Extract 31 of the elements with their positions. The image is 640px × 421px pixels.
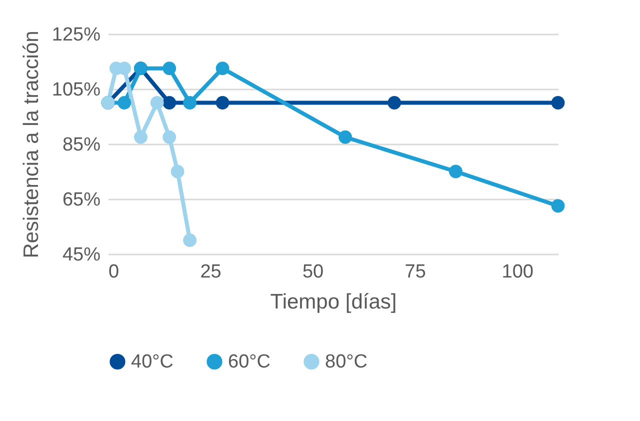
x-tick-label: 0 — [108, 262, 120, 282]
point — [150, 96, 164, 110]
point — [162, 130, 176, 144]
point — [162, 62, 176, 76]
point — [183, 96, 197, 110]
point — [134, 130, 148, 144]
point — [449, 164, 462, 178]
x-tick-label: 100 — [502, 262, 534, 282]
y-axis-title: Resistencia a la tracción — [20, 30, 43, 258]
y-tick-label: 105% — [52, 80, 101, 100]
y-tick-label: 45% — [62, 244, 101, 266]
x-tick-label: 25 — [200, 262, 222, 282]
point — [388, 96, 402, 110]
x-tick-label: 50 — [302, 262, 324, 282]
point — [216, 62, 230, 76]
point — [162, 96, 176, 110]
legend-label: 40°C — [131, 352, 174, 373]
legend-label: 80°C — [325, 352, 368, 373]
point — [118, 96, 132, 110]
point — [183, 234, 197, 247]
y-tick-label: 85% — [62, 134, 101, 156]
x-axis-title: Tiempo [días] — [270, 290, 397, 314]
y-tick-label: 125% — [52, 24, 101, 46]
legend-label: 60°C — [228, 352, 270, 373]
point — [170, 164, 184, 178]
point — [551, 199, 565, 213]
point — [551, 96, 565, 110]
point — [216, 96, 230, 110]
point — [338, 130, 352, 144]
x-tick-label: 75 — [404, 262, 426, 282]
y-tick-label: 65% — [62, 190, 101, 210]
